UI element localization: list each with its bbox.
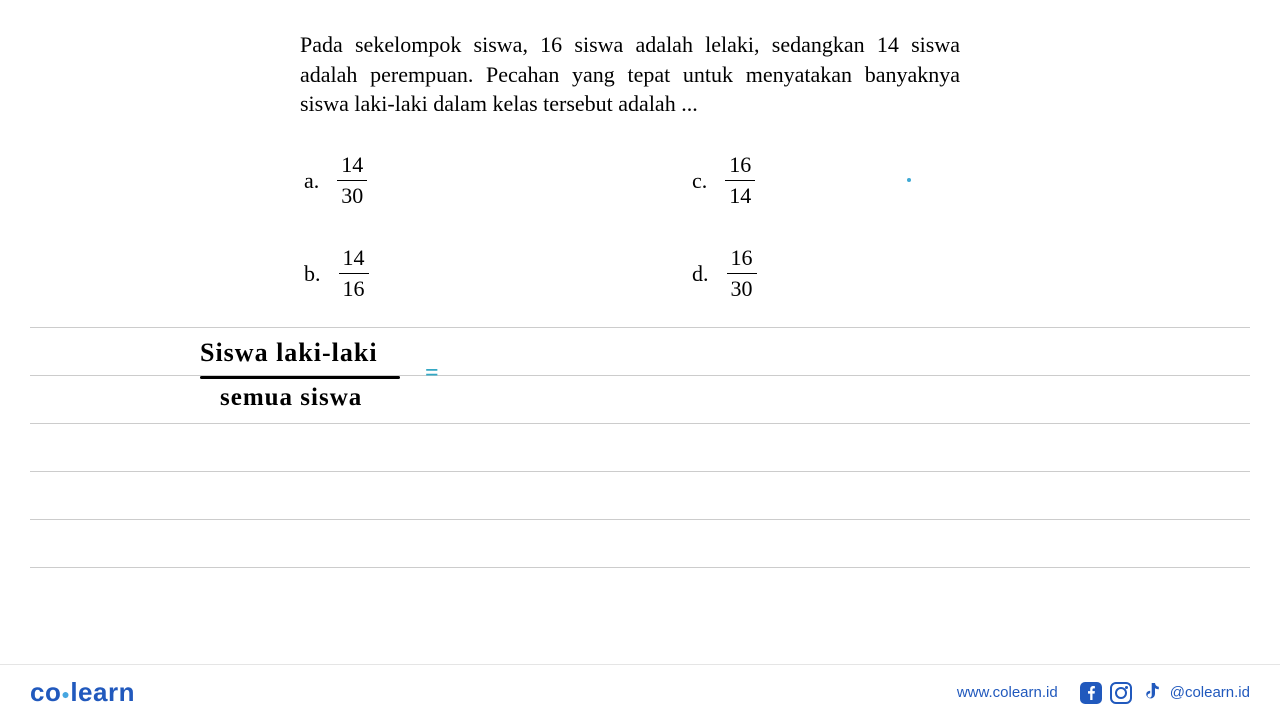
logo-co: co bbox=[30, 677, 61, 707]
handwriting-numerator: Siswa laki-laki bbox=[200, 338, 378, 368]
option-letter: d. bbox=[692, 261, 709, 287]
fraction: 14 16 bbox=[339, 247, 369, 300]
denominator: 16 bbox=[339, 274, 369, 300]
social-handle: @colearn.id bbox=[1170, 684, 1250, 701]
instagram-icon bbox=[1110, 682, 1132, 704]
paper-line bbox=[30, 567, 1250, 615]
handwriting-denominator: semua siswa bbox=[220, 384, 362, 412]
tiktok-glyph bbox=[1142, 683, 1160, 703]
numerator: 16 bbox=[725, 154, 755, 180]
option-c: c. 16 14 bbox=[692, 154, 960, 207]
footer: co●learn www.colearn.id @colearn.id bbox=[0, 664, 1280, 720]
paper-line bbox=[30, 375, 1250, 423]
handwritten-working: Siswa laki-laki semua siswa = bbox=[200, 338, 378, 368]
option-letter: a. bbox=[304, 168, 319, 194]
numerator: 14 bbox=[337, 154, 367, 180]
denominator: 30 bbox=[337, 181, 367, 207]
paper-line bbox=[30, 423, 1250, 471]
option-d: d. 16 30 bbox=[692, 247, 960, 300]
fraction: 14 30 bbox=[337, 154, 367, 207]
denominator: 30 bbox=[727, 274, 757, 300]
option-a: a. 14 30 bbox=[304, 154, 572, 207]
numerator: 16 bbox=[727, 247, 757, 273]
fraction: 16 30 bbox=[727, 247, 757, 300]
handwriting-equals: = bbox=[425, 360, 439, 387]
numerator: 14 bbox=[339, 247, 369, 273]
denominator: 14 bbox=[725, 181, 755, 207]
logo-learn: learn bbox=[70, 677, 135, 707]
option-b: b. 14 16 bbox=[304, 247, 572, 300]
question-text: Pada sekelompok siswa, 16 siswa adalah l… bbox=[300, 30, 960, 119]
option-letter: c. bbox=[692, 168, 707, 194]
social-icons: @colearn.id bbox=[1080, 682, 1250, 704]
options-grid: a. 14 30 c. 16 14 b. 14 16 d. bbox=[304, 154, 960, 300]
option-letter: b. bbox=[304, 261, 321, 287]
marker-dot bbox=[907, 178, 911, 182]
paper-line bbox=[30, 519, 1250, 567]
tiktok-icon bbox=[1140, 682, 1162, 704]
website-url: www.colearn.id bbox=[957, 684, 1058, 701]
logo-dot-icon: ● bbox=[61, 686, 70, 702]
paper-line bbox=[30, 471, 1250, 519]
facebook-icon bbox=[1080, 682, 1102, 704]
facebook-glyph bbox=[1085, 686, 1097, 700]
fraction: 16 14 bbox=[725, 154, 755, 207]
footer-right: www.colearn.id @colearn.id bbox=[957, 682, 1250, 704]
colearn-logo: co●learn bbox=[30, 677, 135, 708]
handwriting-fraction-line bbox=[200, 376, 400, 379]
question-block: Pada sekelompok siswa, 16 siswa adalah l… bbox=[300, 30, 960, 300]
